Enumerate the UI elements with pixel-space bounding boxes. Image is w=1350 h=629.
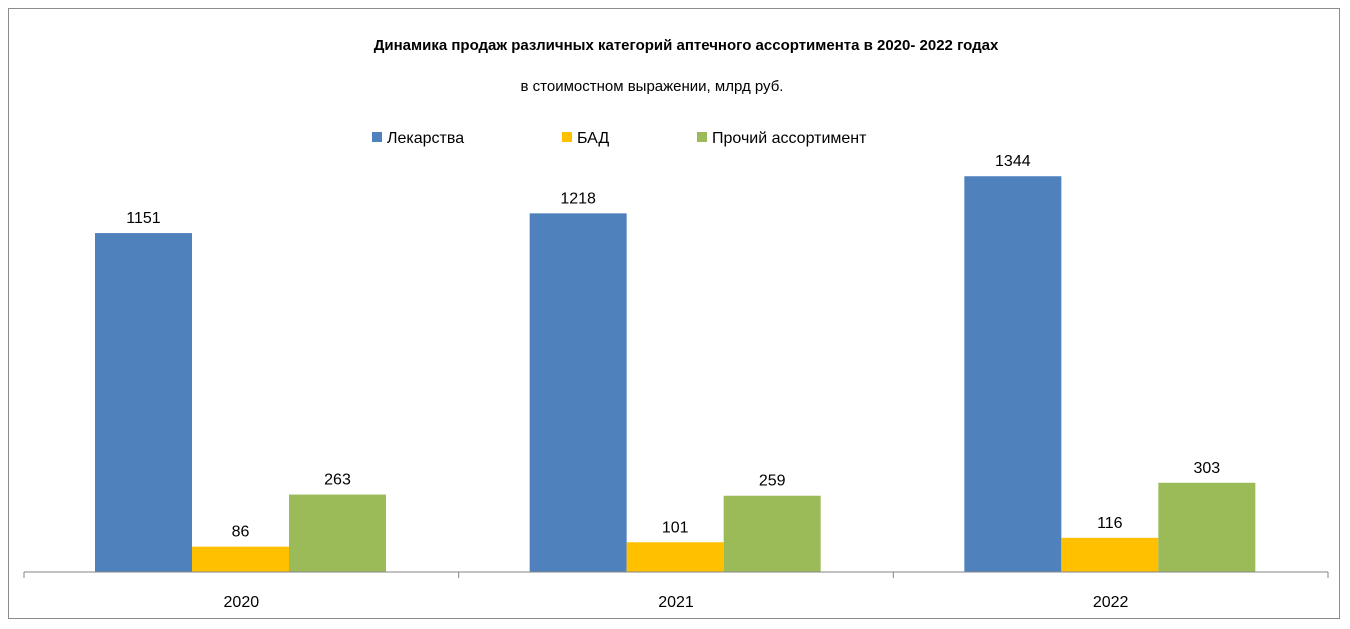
legend-item: Прочий ассортимент	[697, 130, 867, 147]
bars: 1151 86 263 1218 101 259 1344 116 303	[95, 153, 1256, 573]
data-label: 1151	[126, 210, 161, 227]
data-label: 1218	[560, 190, 596, 207]
data-label: 116	[1097, 515, 1123, 532]
bar	[723, 495, 821, 572]
legend-label: Прочий ассортимент	[712, 130, 867, 147]
data-label: 303	[1193, 460, 1220, 477]
legend-item: БАД	[562, 130, 609, 147]
legend-label: БАД	[577, 130, 609, 147]
data-label: 86	[232, 524, 250, 541]
legend-swatch	[697, 132, 707, 142]
legend: Лекарства БАД Прочий ассортимент	[372, 130, 867, 147]
legend-swatch	[372, 132, 382, 142]
x-tick-label: 2020	[224, 594, 260, 611]
bar	[289, 494, 386, 572]
legend-label: Лекарства	[387, 130, 464, 147]
chart-title: Динамика продаж различных категорий апте…	[374, 37, 999, 54]
data-label: 101	[662, 519, 689, 536]
bar	[964, 176, 1062, 572]
bar	[529, 213, 627, 573]
bar	[192, 546, 289, 572]
bar	[95, 233, 192, 572]
data-label: 263	[324, 472, 351, 489]
chart-frame	[8, 8, 1340, 619]
chart-subtitle: в стоимостном выражении, млрд руб.	[521, 78, 784, 95]
legend-item: Лекарства	[372, 130, 464, 147]
bar	[626, 542, 724, 572]
x-tick-label: 2022	[1093, 594, 1129, 611]
x-tick-label: 2021	[658, 594, 694, 611]
legend-swatch	[562, 132, 572, 142]
bar	[1061, 537, 1159, 572]
data-label: 259	[759, 473, 786, 490]
bar	[1158, 482, 1256, 572]
x-axis: 2020 2021 2022	[23, 571, 1329, 611]
data-label: 1344	[995, 153, 1031, 170]
